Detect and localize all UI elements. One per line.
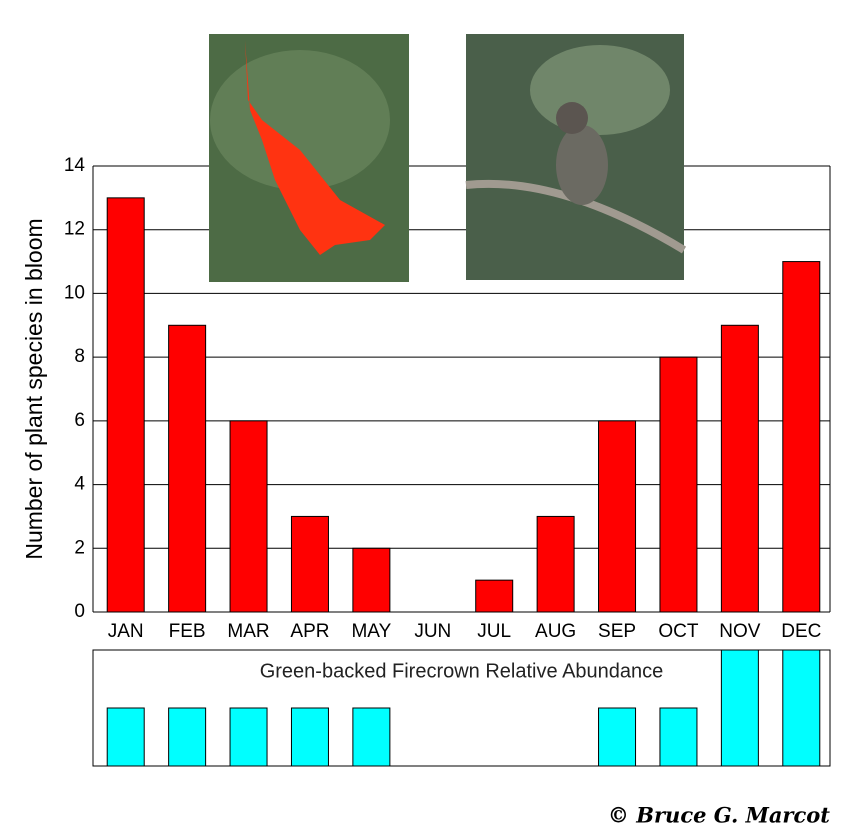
x-tick-label: APR — [290, 621, 329, 642]
bar — [352, 707, 391, 767]
bar — [720, 324, 759, 613]
bar — [106, 197, 145, 613]
chart-title: Green-backed Firecrown Relative Abundanc… — [260, 660, 664, 682]
y-tick-label: 4 — [74, 474, 85, 495]
x-tick-label: JUL — [477, 621, 511, 642]
bar — [782, 261, 821, 613]
x-tick-label: MAR — [227, 621, 269, 642]
x-tick-label: DEC — [781, 621, 821, 642]
bar — [536, 515, 575, 613]
y-axis-label: Number of plant species in bloom — [21, 218, 47, 559]
x-tick-label: JUN — [414, 621, 451, 642]
plots: 0 2 4 6 8 10 12 14 Number of plant species in bl… — [21, 155, 831, 767]
bar — [782, 649, 821, 767]
bar — [168, 324, 207, 613]
y-tick-label: 2 — [74, 537, 85, 558]
bird — [556, 125, 608, 205]
credit: © Bruce G. Marcot — [608, 803, 830, 828]
flower — [245, 40, 385, 255]
photo-background — [530, 45, 670, 135]
bar — [229, 420, 268, 613]
bar — [720, 649, 759, 767]
photos — [209, 34, 687, 282]
bar — [475, 579, 514, 613]
bar — [106, 707, 145, 767]
bar — [659, 356, 698, 613]
bar — [598, 707, 637, 767]
y-tick-label: 6 — [74, 410, 85, 431]
frame — [92, 649, 831, 767]
y-tick-label: 8 — [74, 346, 85, 367]
x-tick-label: JAN — [108, 621, 144, 642]
bird-head — [556, 102, 588, 134]
photo-background — [210, 50, 390, 190]
bar — [290, 515, 329, 613]
bar — [598, 420, 637, 613]
x-tick-label: AUG — [535, 621, 576, 642]
y-tick-label: 14 — [64, 155, 86, 176]
bar — [352, 547, 391, 613]
x-tick-label: FEB — [169, 621, 206, 642]
bar — [290, 707, 329, 767]
y-tick-label: 10 — [64, 282, 85, 303]
x-tick-label: MAY — [351, 621, 391, 642]
y-tick-label: 12 — [64, 219, 85, 240]
y-tick-label: 0 — [74, 601, 85, 622]
bar — [229, 707, 268, 767]
x-tick-label: NOV — [719, 621, 761, 642]
x-tick-label: OCT — [658, 621, 699, 642]
x-tick-label: SEP — [598, 621, 636, 642]
bar — [168, 707, 207, 767]
bar — [659, 707, 698, 767]
